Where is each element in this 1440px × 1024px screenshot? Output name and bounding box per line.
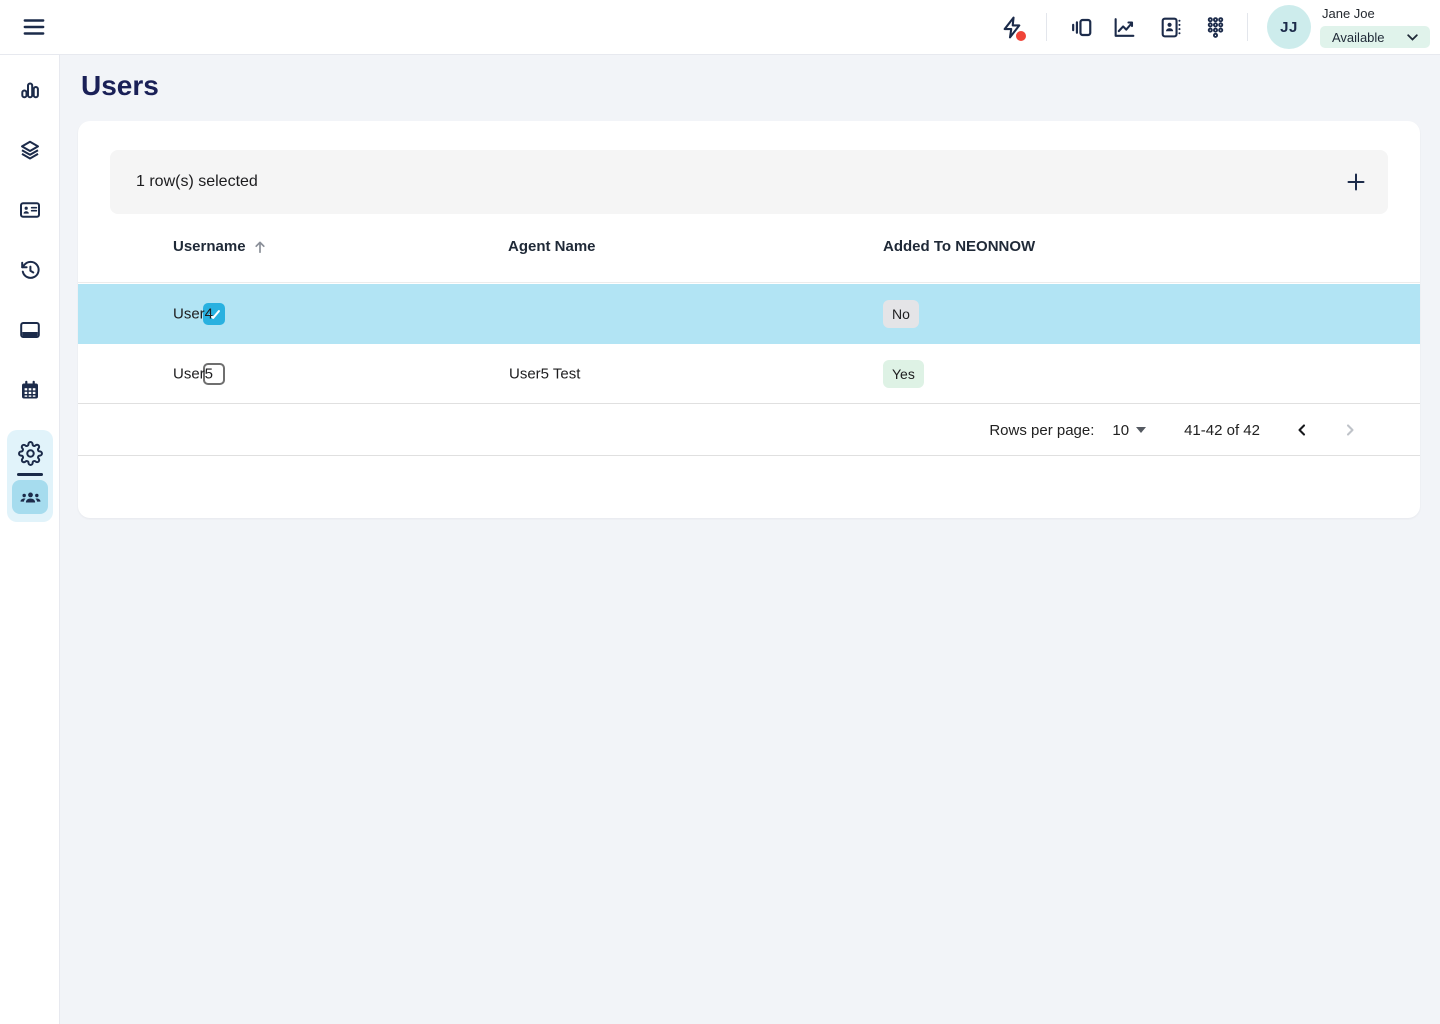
sidebar-item-history[interactable] [10,250,50,290]
panel-button[interactable] [1061,7,1101,47]
contacts-button[interactable] [1150,7,1190,47]
add-user-button[interactable] [1338,164,1374,200]
layers-icon [21,140,39,160]
table-row[interactable]: User4 No [78,284,1420,344]
plus-icon [1347,173,1365,191]
selection-count: 1 row(s) selected [136,173,258,190]
lightning-icon [1003,16,1020,38]
column-header-agent-name[interactable]: Agent Name [508,238,596,255]
panel-icon [1071,18,1091,36]
topbar: JJ Jane Joe Available [0,0,1440,55]
chevron-left-icon [1298,424,1306,436]
page-title: Users [81,70,159,101]
sort-asc-icon [254,241,265,253]
settings-group-divider [17,473,43,476]
sidebar-item-settings[interactable] [7,434,53,472]
column-header-added-to-neonnow[interactable]: Added To NEONNOW [883,238,1036,255]
dialpad-icon [1207,16,1223,38]
cell-username: User4 [173,305,214,323]
contact-card-icon [20,202,40,218]
settings-group [7,430,53,522]
lightning-button[interactable] [992,7,1032,47]
hamburger-menu-button[interactable] [14,7,54,47]
status-badge: No [883,300,919,328]
column-header-username[interactable]: Username [173,238,268,255]
check-icon [208,309,220,319]
status-badge: Yes [883,359,924,388]
team-icon [20,492,40,502]
topbar-divider-2 [1247,13,1248,41]
line-chart-icon [1114,17,1134,37]
pagination-bar: Rows per page: 10 41-42 of 42 [78,405,1420,456]
user-name: Jane Joe [1322,6,1375,21]
sidebar-item-layers[interactable] [10,130,50,170]
sidebar-item-browser[interactable] [10,310,50,350]
table-header: Username Agent Name Added To NEONNOW [78,214,1420,283]
calendar-icon [22,380,38,399]
metrics-button[interactable] [1104,7,1144,47]
notification-dot [1016,31,1026,41]
dialpad-button[interactable] [1195,7,1235,47]
table-row[interactable]: User5 User5 Test Yes [78,344,1420,404]
sidebar-item-analytics[interactable] [10,70,50,110]
cell-agent-name: User5 Test [509,365,581,382]
sidebar-item-users[interactable] [12,480,48,514]
contact-book-icon [1161,17,1180,37]
rows-per-page-select[interactable]: 10 [1112,422,1147,439]
gear-icon [17,440,43,466]
sidebar [0,55,60,1024]
user-block: Jane Joe Available [1320,6,1430,48]
row-checkbox-unchecked[interactable] [203,363,225,385]
selection-toolbar: 1 row(s) selected [110,150,1388,214]
chevron-right-icon [1346,424,1354,436]
chevron-down-icon [1406,33,1418,41]
topbar-divider [1046,13,1047,41]
sidebar-item-calendar[interactable] [10,370,50,410]
browser-icon [20,322,40,338]
history-icon [21,260,40,279]
user-status-dropdown[interactable]: Available [1320,26,1430,48]
avatar-initials: JJ [1280,18,1298,36]
rows-per-page-label: Rows per page: [989,421,1095,439]
select-caret-icon [1136,427,1147,433]
status-label: Available [1332,29,1385,45]
pagination-range: 41-42 of 42 [1184,421,1260,439]
avatar[interactable]: JJ [1267,5,1311,49]
users-card: 1 row(s) selected Username Agent Name Ad… [78,121,1420,518]
previous-page-button[interactable] [1284,412,1320,448]
cell-username: User5 [173,365,214,382]
hamburger-icon [23,19,45,35]
main-content: Users 1 row(s) selected Username Agent N… [60,55,1440,1024]
sidebar-item-contact-card[interactable] [10,190,50,230]
row-checkbox-checked[interactable] [203,303,225,325]
bar-chart-icon [21,82,39,99]
next-page-button[interactable] [1332,412,1368,448]
